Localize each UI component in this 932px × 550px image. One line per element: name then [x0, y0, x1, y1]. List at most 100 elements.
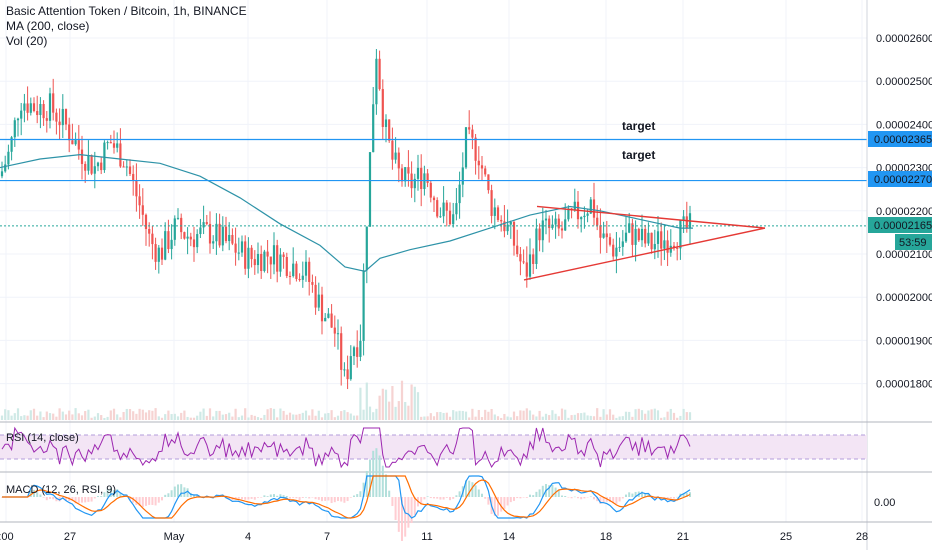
- candle-body: [378, 58, 381, 90]
- vol-legend[interactable]: Vol (20): [6, 34, 48, 48]
- candle-body: [68, 124, 71, 141]
- rsi-band: [0, 435, 867, 459]
- candle-body: [212, 241, 215, 244]
- candle-body: [256, 253, 260, 266]
- macd-hist-bar: [58, 497, 61, 502]
- volume-bar: [151, 410, 154, 420]
- macd-hist-bar: [269, 494, 272, 497]
- macd-legend[interactable]: MACD (12, 26, RSI, 9): [6, 484, 117, 496]
- volume-bar: [519, 410, 522, 420]
- volume-bar: [564, 409, 567, 420]
- candle-body: [100, 162, 103, 171]
- candle-body: [586, 213, 589, 216]
- volume-bar: [52, 413, 55, 420]
- macd-hist-bar: [551, 484, 554, 497]
- macd-hist-bar: [196, 494, 199, 497]
- countdown-value: 53:59: [899, 237, 927, 249]
- macd-hist-bar: [612, 497, 615, 504]
- macd-hist-bar: [634, 491, 637, 497]
- volume-bar: [64, 414, 68, 420]
- candle-body: [352, 347, 356, 357]
- price-axis[interactable]: 0.00001800 0.00001900 0.00002000 0.00002100…: [876, 33, 932, 391]
- macd-hist-bar: [321, 497, 323, 502]
- candle-body: [154, 244, 157, 262]
- triangle-lower-trendline[interactable]: [523, 227, 766, 281]
- macd-hist-bar: [77, 497, 80, 503]
- candle-body: [624, 232, 628, 242]
- volume-bar: [375, 408, 378, 420]
- volume-bar: [413, 386, 416, 420]
- rsi-legend[interactable]: RSI (14, close): [6, 432, 79, 444]
- volume-bar: [676, 417, 679, 420]
- volume-bar: [314, 415, 317, 420]
- volume-bar: [573, 414, 576, 420]
- volume-bar: [362, 409, 365, 420]
- volume-bar: [356, 415, 359, 420]
- candle-body: [93, 166, 96, 174]
- candle-body: [634, 228, 637, 245]
- candle-body: [186, 236, 189, 239]
- volume-bar: [263, 414, 266, 420]
- macd-hist-bar: [173, 486, 176, 497]
- volume-bar: [4, 409, 7, 420]
- volume-bar: [512, 411, 516, 420]
- macd-hist-bar: [519, 497, 522, 499]
- volume-bar: [250, 414, 253, 420]
- macd-hist-bar: [237, 497, 240, 499]
- macd-hist-bar: [151, 497, 154, 505]
- volume-bar: [618, 416, 621, 420]
- volume-bar: [378, 395, 381, 420]
- macd-hist-bar: [394, 497, 397, 521]
- volume-bar: [343, 410, 346, 420]
- candle-body: [685, 216, 688, 229]
- volume-bar: [285, 414, 288, 420]
- volume-bar: [135, 413, 138, 420]
- candle-body: [346, 369, 349, 380]
- candle-body: [231, 234, 234, 244]
- candle-body: [324, 317, 327, 322]
- volume-bar: [551, 410, 554, 420]
- volume-bar: [544, 413, 548, 420]
- volume-bar: [660, 417, 663, 420]
- time-axis[interactable]: :00 27 May 4 7 11 14 18 21 25 28: [0, 531, 868, 543]
- volume-bar: [16, 408, 20, 420]
- candle-body: [77, 140, 80, 150]
- macd-hist-bar: [653, 497, 656, 500]
- candle-body: [538, 228, 541, 241]
- candle-body: [64, 108, 68, 125]
- volume-bar: [231, 416, 234, 420]
- macd-hist-bar: [324, 497, 327, 501]
- macd-hist-bar: [407, 497, 410, 528]
- macd-hist-bar: [49, 497, 51, 499]
- volume-bar: [221, 414, 224, 420]
- volume-bar: [304, 410, 308, 420]
- candle-body: [490, 190, 493, 216]
- triangle-upper-trendline[interactable]: [536, 205, 766, 229]
- macd-hist-bar: [493, 497, 496, 516]
- candle-body: [180, 217, 183, 233]
- volume-bar: [557, 416, 560, 420]
- macd-hist-bar: [177, 484, 179, 497]
- volume-bar: [532, 414, 535, 420]
- macd-hist-bar: [327, 497, 330, 501]
- volume-bar: [45, 411, 48, 420]
- macd-hist-bar: [183, 487, 186, 497]
- volume-bar: [359, 387, 362, 420]
- macd-hist-bar: [644, 493, 647, 497]
- volume-bar: [122, 411, 125, 420]
- volume-bar: [653, 408, 656, 420]
- candle-body: [589, 199, 592, 214]
- macd-hist-bar: [90, 497, 93, 502]
- macd-hist-bar: [356, 494, 359, 497]
- last-price-badge: [868, 217, 932, 233]
- volume-bar: [186, 416, 189, 420]
- macd-hist-bar: [228, 497, 231, 500]
- ma-legend[interactable]: MA (200, close): [6, 19, 90, 33]
- macd-hist-bar: [420, 497, 423, 505]
- chart-title[interactable]: Basic Attention Token / Bitcoin, 1h, BIN…: [6, 4, 247, 18]
- volume-bar: [640, 410, 644, 420]
- candle-body: [509, 222, 512, 225]
- volume-bar: [141, 409, 144, 420]
- candle-body: [471, 129, 474, 138]
